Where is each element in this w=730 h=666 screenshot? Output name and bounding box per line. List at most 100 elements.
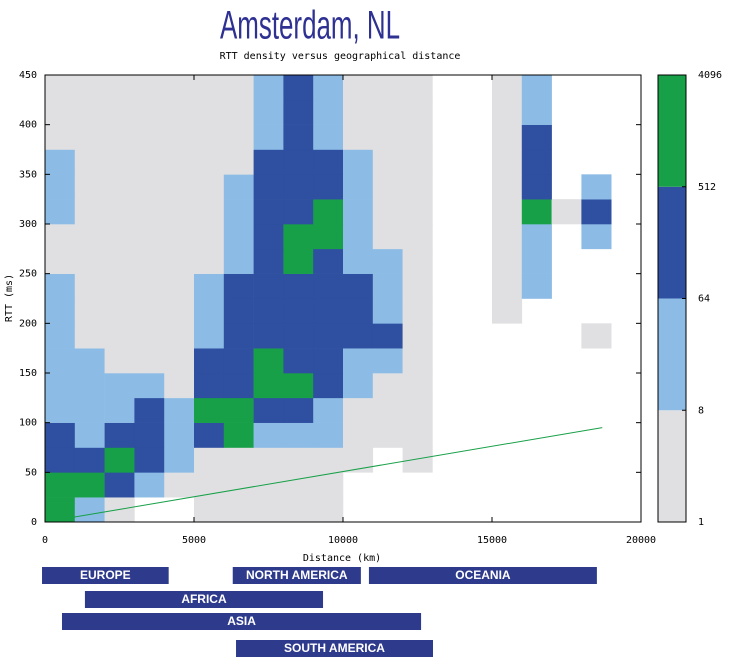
heat-cell: [253, 323, 284, 349]
region-bar: [42, 567, 169, 584]
heat-cell: [164, 248, 195, 274]
heat-cell: [134, 373, 165, 399]
heat-cell: [104, 124, 135, 150]
heat-cell: [372, 298, 403, 324]
heat-cell: [462, 150, 492, 175]
heat-cell: [432, 299, 462, 324]
heat-cell: [611, 323, 641, 348]
heat-cell: [581, 125, 611, 150]
heat-cell: [194, 99, 225, 125]
heat-cell: [492, 124, 523, 150]
y-tick-label: 100: [19, 418, 37, 429]
heat-cell: [164, 323, 195, 349]
heat-cell: [134, 224, 165, 250]
heat-cell: [432, 125, 462, 150]
heat-cell: [372, 149, 403, 175]
heat-cell: [462, 472, 492, 497]
heat-cell: [432, 249, 462, 274]
heat-cell: [373, 497, 403, 522]
heat-cell: [372, 323, 403, 349]
heat-cell: [313, 298, 344, 324]
colorbar-segment: [658, 410, 686, 522]
heat-cell: [343, 124, 374, 150]
heat-cell: [223, 75, 254, 101]
colorbar-label: 4096: [698, 70, 722, 81]
heat-cell: [253, 373, 284, 399]
heat-cell: [581, 472, 611, 497]
y-axis-label: RTT (ms): [4, 274, 15, 322]
heat-cell: [134, 348, 165, 374]
heat-cell: [372, 273, 403, 299]
colorbar-segment: [658, 75, 686, 187]
heat-cell: [521, 174, 552, 200]
chart-title: Amsterdam, NL: [220, 4, 400, 48]
heat-cell: [462, 373, 492, 398]
heat-cell: [402, 174, 433, 200]
heat-cell: [343, 273, 374, 299]
heat-cell: [552, 497, 582, 522]
heat-cell: [223, 323, 254, 349]
heat-cell: [492, 149, 523, 175]
heat-cell: [372, 422, 403, 448]
heat-cell: [45, 348, 76, 374]
heat-cell: [462, 497, 492, 522]
heat-cell: [45, 75, 76, 101]
heat-cell: [45, 99, 76, 125]
heat-cell: [552, 249, 582, 274]
heat-cell: [45, 447, 76, 473]
region-bar: [84, 591, 324, 608]
heat-cell: [343, 497, 373, 522]
heat-cell: [194, 124, 225, 150]
heat-cell: [223, 124, 254, 150]
heat-cell: [134, 422, 165, 448]
heat-cell: [45, 497, 76, 523]
heat-cell: [581, 423, 611, 448]
heat-cell: [74, 348, 105, 374]
heat-cell: [432, 75, 462, 100]
heat-cell: [343, 174, 374, 200]
y-tick-label: 350: [19, 169, 37, 180]
heat-cell: [611, 100, 641, 125]
heat-cell: [343, 422, 374, 448]
heat-cell: [283, 422, 314, 448]
heat-cell: [45, 397, 76, 423]
heat-cell: [283, 224, 314, 250]
y-tick-label: 150: [19, 368, 37, 379]
heat-cell: [581, 373, 611, 398]
heat-cell: [402, 298, 433, 324]
heat-cell: [402, 397, 433, 423]
heat-cell: [581, 75, 611, 100]
heat-cell: [283, 124, 314, 150]
heat-cell: [74, 149, 105, 175]
heat-cell: [313, 323, 344, 349]
heat-cell: [462, 323, 492, 348]
heat-cell: [74, 323, 105, 349]
heat-cell: [522, 472, 552, 497]
heat-cell: [134, 323, 165, 349]
heat-cell: [372, 75, 403, 101]
heat-cell: [581, 497, 611, 522]
region-bar: [232, 567, 361, 584]
heat-cell: [432, 100, 462, 125]
heat-cell: [522, 348, 552, 373]
heat-cell: [432, 472, 462, 497]
heat-cell: [313, 397, 344, 423]
heat-cell: [521, 224, 552, 250]
heat-cell: [522, 299, 552, 324]
heat-cell: [253, 248, 284, 274]
heat-cell: [462, 398, 492, 423]
heat-cell: [492, 298, 523, 324]
heat-cell: [45, 422, 76, 448]
heat-cell: [343, 323, 374, 349]
y-tick-label: 250: [19, 269, 37, 280]
heat-cell: [611, 249, 641, 274]
region-label: EUROPE: [80, 568, 131, 582]
heat-cell: [164, 199, 195, 225]
heat-cell: [343, 472, 373, 497]
heat-cell: [74, 298, 105, 324]
heat-cell: [462, 75, 492, 100]
heat-cell: [492, 248, 523, 274]
heat-cell: [164, 472, 195, 498]
heat-cell: [313, 99, 344, 125]
